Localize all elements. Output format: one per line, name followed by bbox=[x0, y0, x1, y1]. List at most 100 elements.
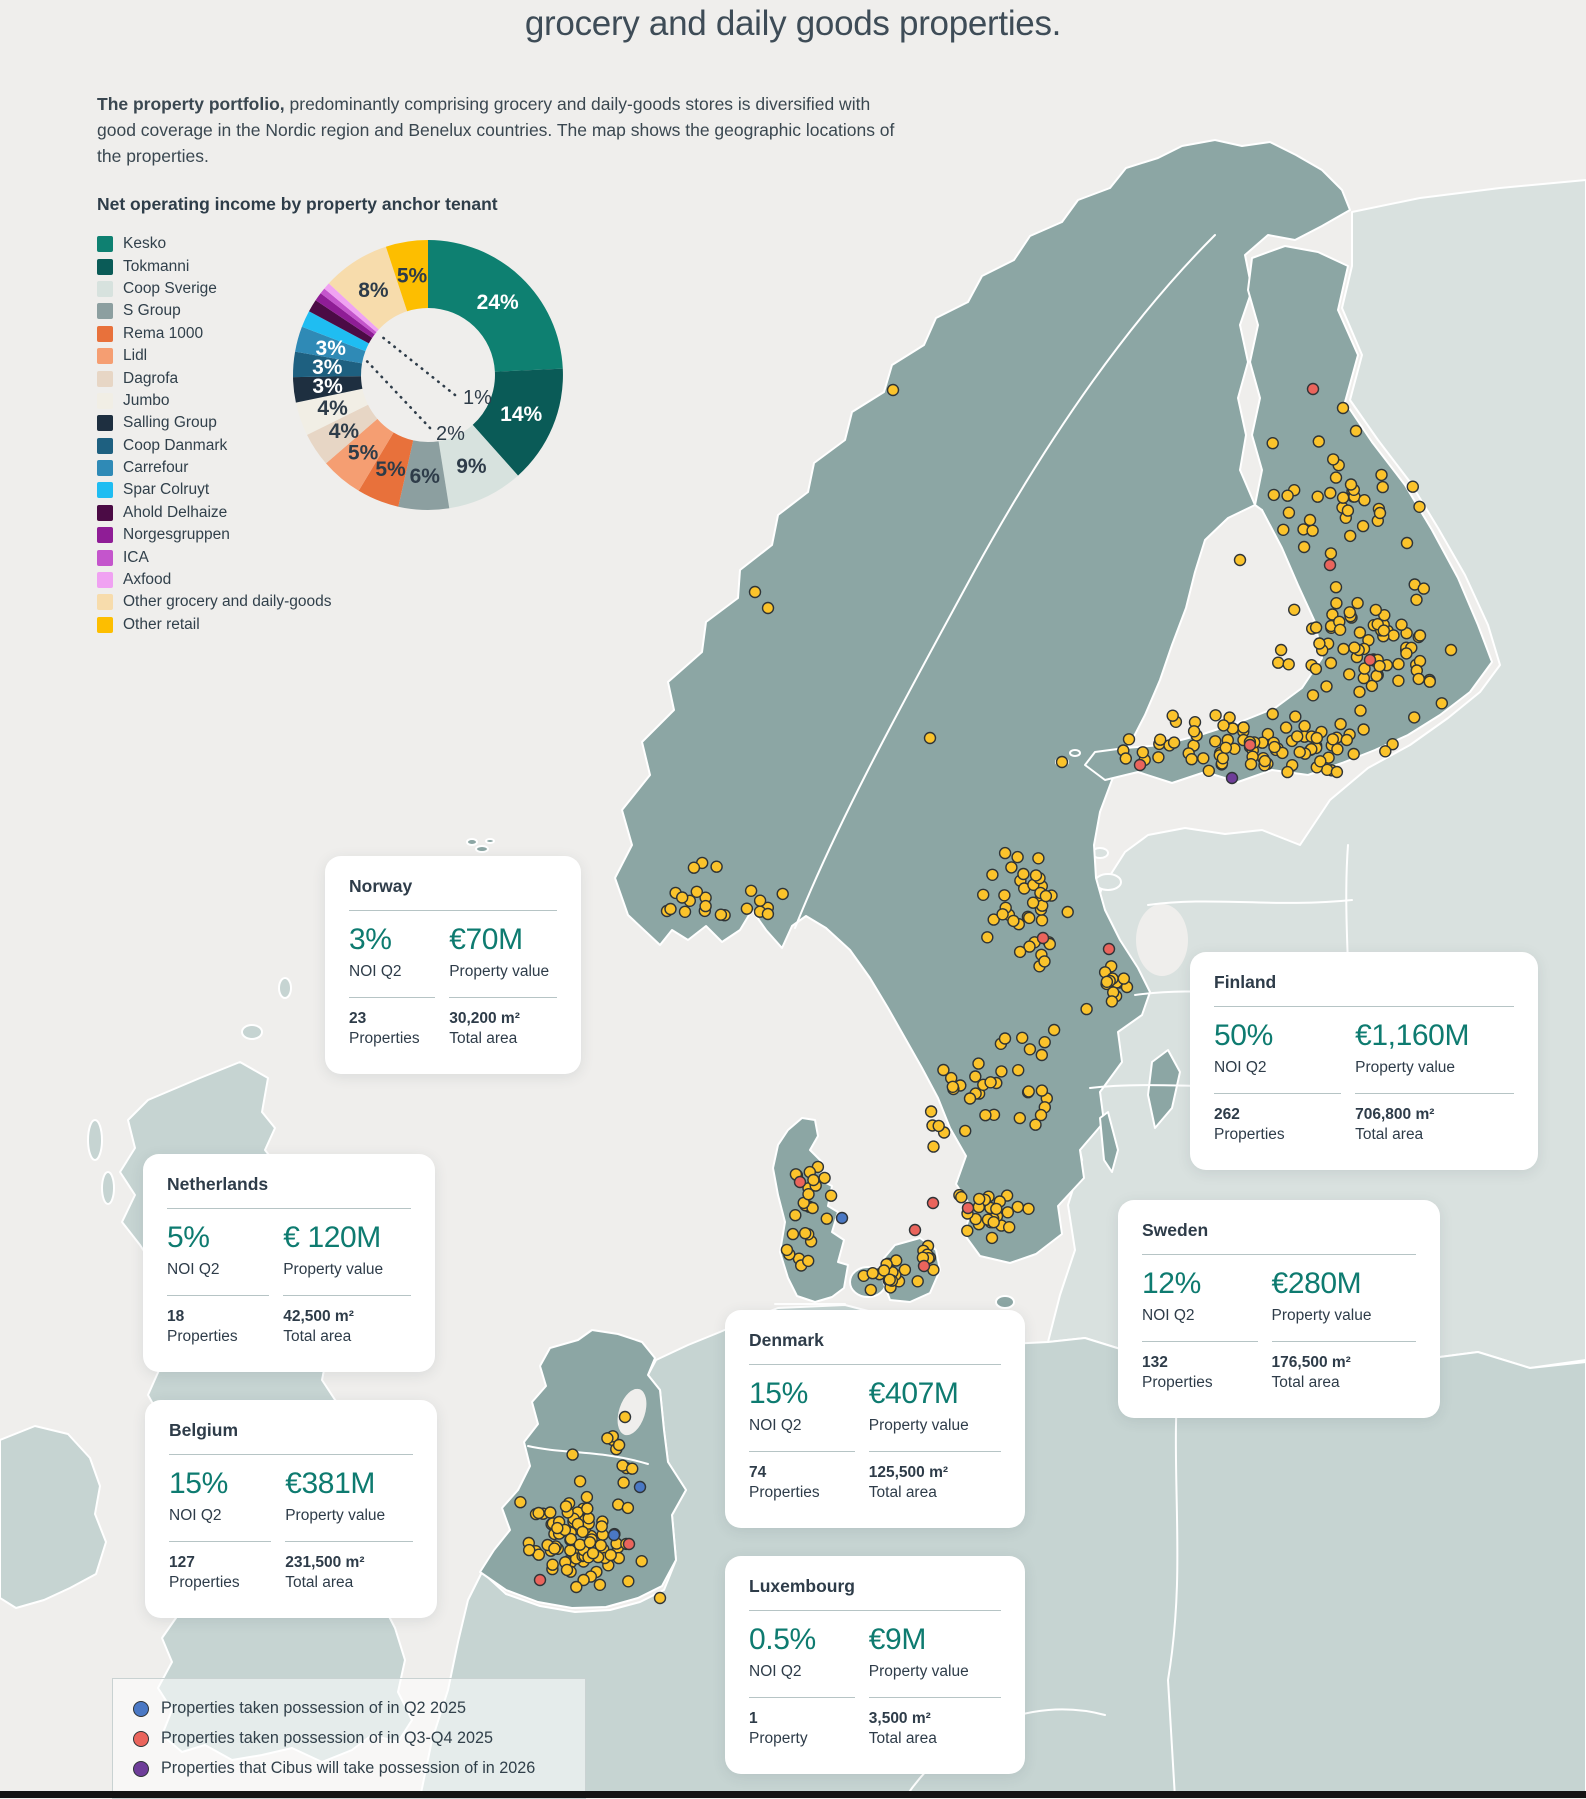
card-country-name: Sweden bbox=[1142, 1220, 1416, 1255]
property-dot bbox=[1413, 500, 1426, 513]
property-dot bbox=[1354, 704, 1367, 717]
map-lakes bbox=[617, 904, 1188, 1436]
property-dot bbox=[1243, 738, 1257, 752]
property-dot bbox=[1312, 435, 1326, 448]
total-area-value: 231,500 m² bbox=[285, 1554, 365, 1571]
legend-item-rema-1000: Rema 1000 bbox=[97, 323, 332, 345]
donut-segment-label-coop-danmark: 3% bbox=[312, 356, 343, 379]
property-dot bbox=[748, 585, 762, 599]
properties-count: 132 bbox=[1142, 1354, 1168, 1371]
legend-swatch bbox=[97, 303, 113, 320]
property-dot bbox=[576, 1525, 589, 1539]
noi-value: 12% bbox=[1142, 1267, 1201, 1300]
noi-label: NOI Q2 bbox=[749, 1417, 802, 1434]
property-dot bbox=[877, 1264, 891, 1277]
property-dot bbox=[1293, 745, 1306, 759]
property-dot bbox=[1298, 719, 1311, 733]
map-ijsselmeer bbox=[617, 1388, 647, 1436]
noi-label: NOI Q2 bbox=[169, 1507, 222, 1524]
card-value-cell: €407M Property value bbox=[869, 1365, 1001, 1451]
legend-item-dagrofa: Dagrofa bbox=[97, 367, 332, 389]
property-dot bbox=[1334, 717, 1347, 731]
property-dot bbox=[1166, 709, 1179, 722]
property-dot bbox=[973, 1192, 986, 1206]
total-area-label: Total area bbox=[868, 1484, 937, 1501]
property-dot bbox=[987, 1215, 1000, 1229]
donut-segment-label-other-grocery-and-daily-goods: 8% bbox=[358, 279, 389, 302]
property-dot bbox=[1395, 618, 1408, 631]
legend-item-ahold-delhaize: Ahold Delhaize bbox=[97, 502, 332, 524]
property-dot bbox=[687, 861, 701, 874]
property-dot bbox=[917, 1259, 931, 1273]
property-dot bbox=[1392, 674, 1405, 687]
legend-label: Ahold Delhaize bbox=[123, 503, 228, 521]
card-properties-cell: 74 Properties bbox=[749, 1451, 855, 1504]
noi-label: NOI Q2 bbox=[349, 963, 402, 980]
property-dot bbox=[1023, 1043, 1037, 1056]
donut-segment-jumbo bbox=[295, 388, 368, 435]
card-noi-cell: 5% NOI Q2 bbox=[167, 1209, 269, 1295]
donut-leader-label-spar: 2% bbox=[436, 423, 465, 445]
property-dot bbox=[1279, 721, 1293, 734]
card-area-cell: 3,500 m² Total area bbox=[868, 1697, 1001, 1750]
property-dot bbox=[573, 1538, 587, 1551]
noi-label: NOI Q2 bbox=[749, 1663, 802, 1680]
legend-swatch bbox=[97, 236, 113, 253]
donut-segment-other-retail bbox=[385, 239, 428, 312]
map-orkney bbox=[241, 1024, 263, 1040]
legend-swatch bbox=[97, 392, 113, 409]
property-dot bbox=[1267, 488, 1281, 502]
property-dot bbox=[961, 1224, 974, 1238]
legend-item-axfood: Axfood bbox=[97, 569, 332, 591]
property-dot bbox=[1034, 1108, 1048, 1122]
legend-label: Spar Colruyt bbox=[123, 481, 210, 499]
property-value: €1,160M bbox=[1355, 1019, 1470, 1052]
property-dot bbox=[577, 1573, 590, 1587]
legend-swatch bbox=[97, 572, 113, 589]
property-dot bbox=[1035, 1084, 1049, 1097]
property-dot bbox=[1266, 707, 1279, 721]
property-dot bbox=[1100, 975, 1114, 988]
property-dot bbox=[710, 860, 723, 873]
donut-segment-label-salling-group: 3% bbox=[312, 375, 343, 398]
property-dot bbox=[977, 888, 990, 901]
legend-label: Kesko bbox=[123, 235, 167, 253]
property-dot bbox=[601, 1432, 614, 1445]
property-dot bbox=[1386, 738, 1399, 751]
property-dot bbox=[1344, 478, 1358, 491]
card-value-cell: €1,160M Property value bbox=[1355, 1007, 1514, 1093]
noi-value: 3% bbox=[349, 923, 392, 956]
property-dot bbox=[1324, 547, 1338, 560]
map-legend-dot-y2026 bbox=[133, 1760, 149, 1777]
property-dot bbox=[1356, 519, 1370, 533]
property-dot bbox=[1136, 746, 1150, 759]
property-dot bbox=[1306, 524, 1319, 537]
noi-donut-chart: 24%14%9%6%5%5%4%4%3%3%3%8%5% 1% 2% bbox=[292, 239, 563, 510]
properties-count: 23 bbox=[349, 1010, 367, 1027]
total-area-value: 706,800 m² bbox=[1355, 1106, 1435, 1123]
legend-label: Axfood bbox=[123, 571, 172, 589]
donut-segment-label-kesko: 24% bbox=[477, 291, 519, 314]
property-dot bbox=[546, 1558, 559, 1571]
property-dot bbox=[1287, 603, 1301, 616]
card-properties-cell: 262 Properties bbox=[1214, 1093, 1342, 1146]
total-area-label: Total area bbox=[449, 1030, 518, 1047]
map-legend-label: Properties taken possession of in Q3-Q4 … bbox=[161, 1729, 494, 1747]
properties-count: 1 bbox=[749, 1710, 758, 1727]
property-dot bbox=[799, 1226, 812, 1240]
property-dot bbox=[864, 1283, 877, 1297]
noi-value: 50% bbox=[1214, 1019, 1273, 1052]
property-dot bbox=[1281, 765, 1294, 779]
card-stats-grid: 15% NOI Q2 €381M Property value 127 Propertie… bbox=[169, 1455, 413, 1594]
donut-segment-axfood bbox=[324, 283, 379, 333]
property-dot bbox=[1303, 513, 1317, 527]
property-dot bbox=[937, 1063, 950, 1077]
property-dot bbox=[622, 1537, 636, 1551]
property-dot bbox=[1152, 751, 1165, 764]
map-gotland bbox=[1147, 1049, 1181, 1129]
property-dot bbox=[566, 1448, 579, 1461]
property-dot bbox=[1343, 606, 1356, 619]
map-faroe bbox=[466, 838, 478, 846]
total-area-label: Total area bbox=[868, 1730, 937, 1747]
legend-swatch bbox=[97, 616, 113, 633]
